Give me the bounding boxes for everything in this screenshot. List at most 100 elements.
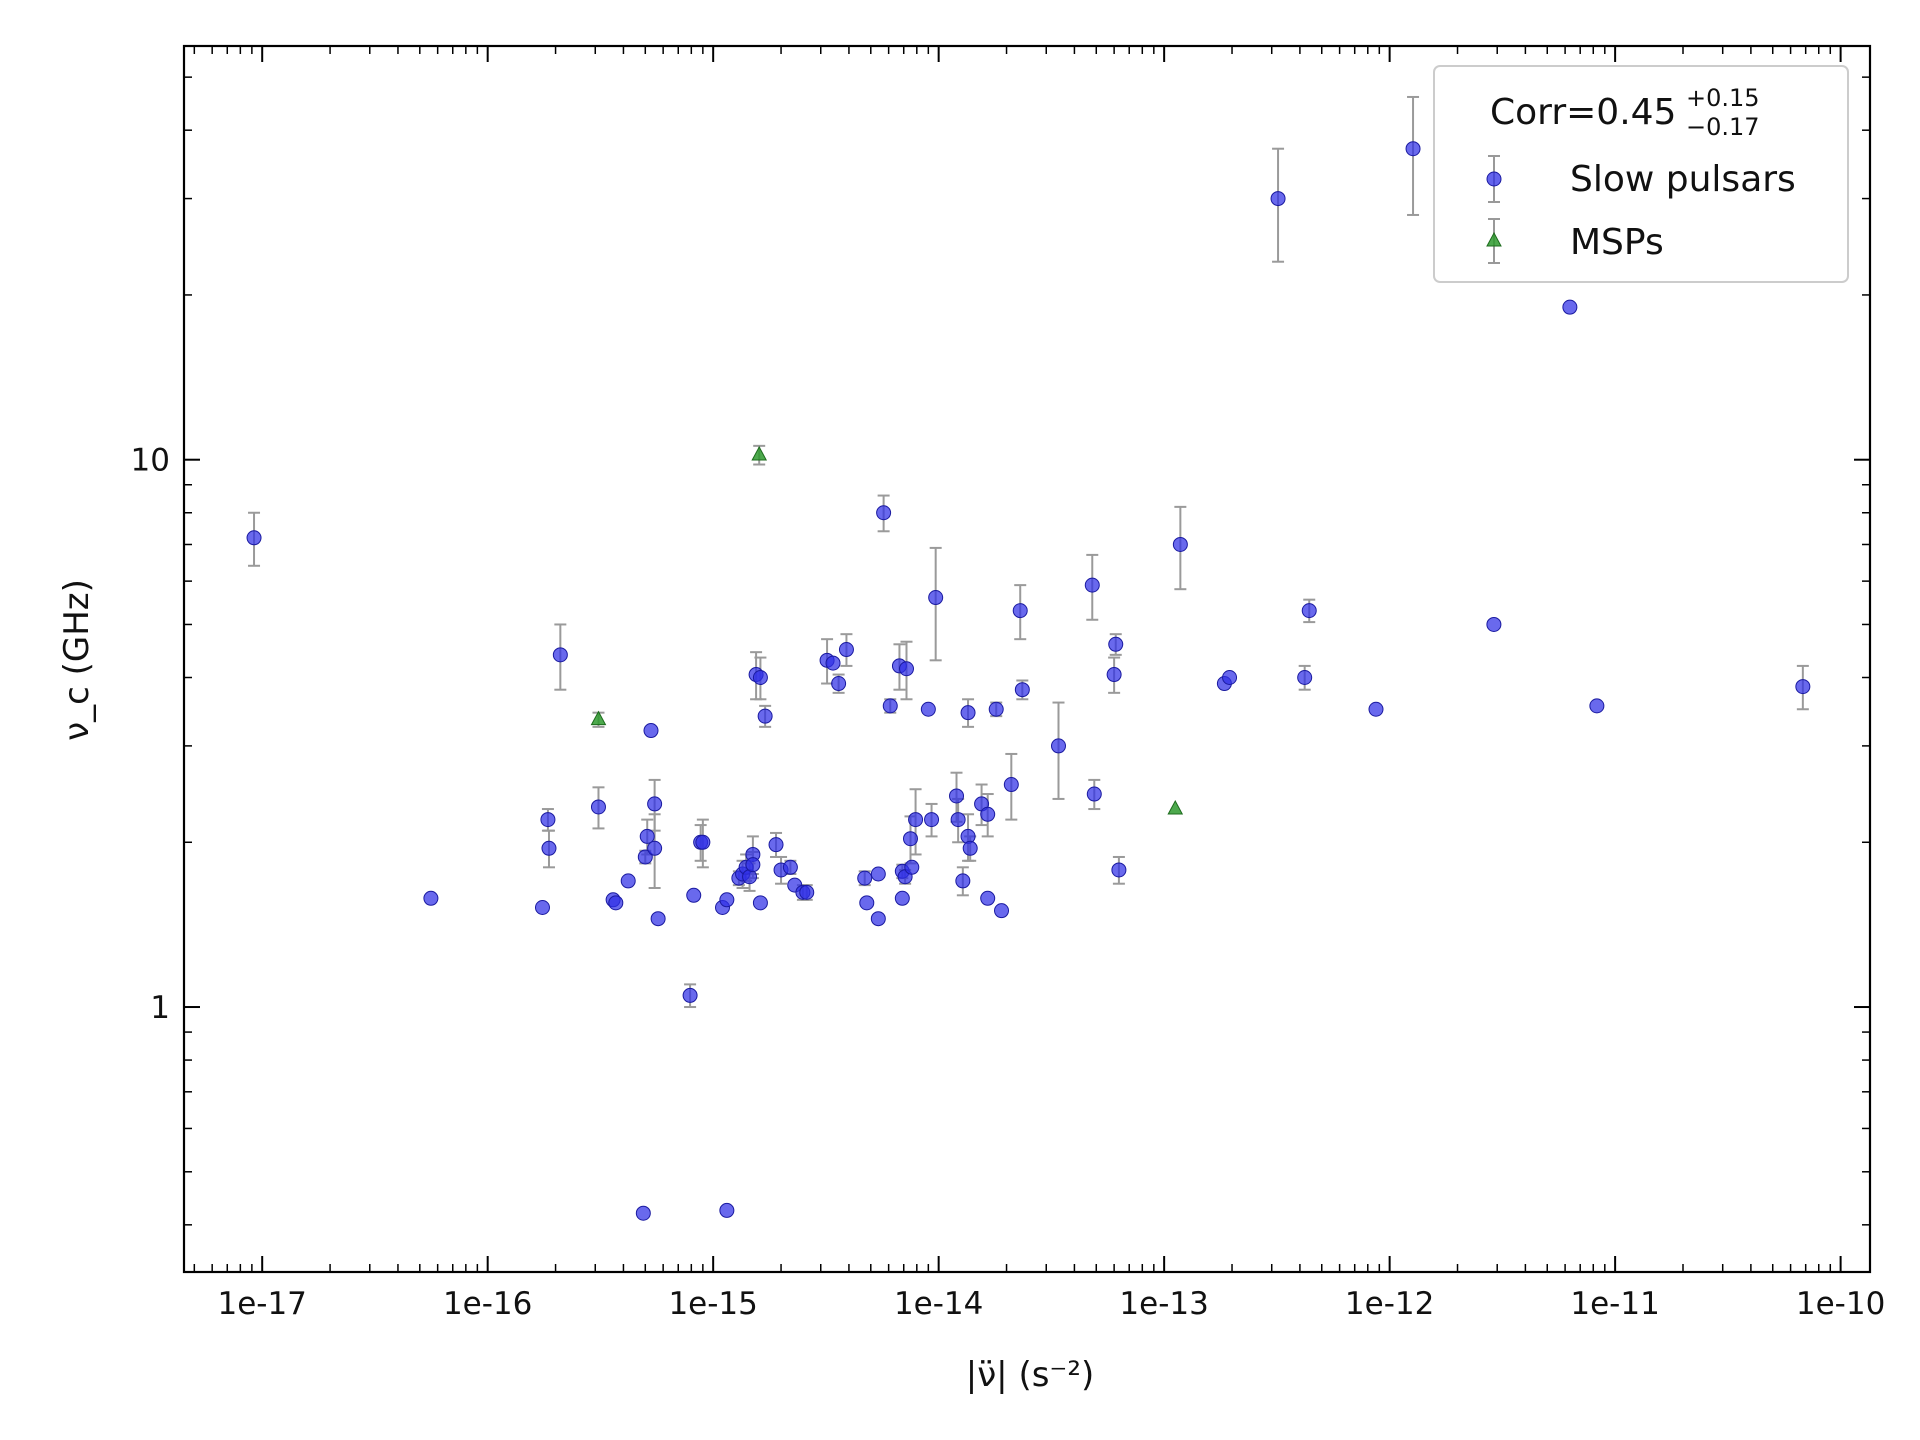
data-point-slow-pulsars xyxy=(552,647,568,663)
data-point-slow-pulsars xyxy=(920,701,936,717)
data-point-slow-pulsars xyxy=(1014,682,1030,698)
data-point-slow-pulsars xyxy=(757,708,773,724)
data-point-slow-pulsars xyxy=(686,887,702,903)
data-point-slow-pulsars xyxy=(647,796,663,812)
x-tick-label: 1e-13 xyxy=(1119,1286,1208,1322)
data-point-slow-pulsars xyxy=(1297,670,1313,686)
x-tick-label: 1e-14 xyxy=(894,1286,983,1322)
data-markers xyxy=(246,141,1811,1221)
data-point-slow-pulsars xyxy=(620,873,636,889)
data-point-slow-pulsars xyxy=(1003,777,1019,793)
data-point-slow-pulsars xyxy=(928,590,944,606)
y-tick-label: 1 xyxy=(150,990,170,1026)
data-point-slow-pulsars xyxy=(876,505,892,521)
data-point-slow-pulsars xyxy=(782,859,798,875)
data-point-msps xyxy=(590,710,607,726)
data-point-slow-pulsars xyxy=(898,661,914,677)
data-point-slow-pulsars xyxy=(423,890,439,906)
data-point-slow-pulsars xyxy=(908,812,924,828)
data-point-slow-pulsars xyxy=(608,895,624,911)
legend-entry-slow-pulsars: Slow pulsars xyxy=(1486,155,1796,203)
data-point-slow-pulsars xyxy=(719,1202,735,1218)
data-point-slow-pulsars xyxy=(682,987,698,1003)
y-tick-labels: 1 10 xyxy=(131,443,170,1026)
data-point-slow-pulsars xyxy=(831,676,847,692)
data-point-slow-pulsars xyxy=(1106,667,1122,683)
legend-marker-triangle xyxy=(1486,231,1502,247)
x-tick-labels: 1e-17 1e-16 1e-15 1e-14 1e-13 1e-12 1e-11 1e-10 xyxy=(217,1286,1885,1322)
data-point-slow-pulsars xyxy=(637,849,653,865)
data-point-slow-pulsars xyxy=(1562,299,1578,315)
data-point-slow-pulsars xyxy=(752,670,768,686)
data-point-slow-pulsars xyxy=(639,828,655,844)
data-point-slow-pulsars xyxy=(1086,786,1102,802)
data-point-slow-pulsars xyxy=(1405,141,1421,157)
data-point-slow-pulsars xyxy=(924,812,940,828)
data-point-slow-pulsars xyxy=(950,812,966,828)
data-point-slow-pulsars xyxy=(994,903,1010,919)
data-point-slow-pulsars xyxy=(768,837,784,853)
data-point-slow-pulsars xyxy=(1301,603,1317,619)
data-point-slow-pulsars xyxy=(870,866,886,882)
data-point-slow-pulsars xyxy=(1084,577,1100,593)
data-point-slow-pulsars xyxy=(949,788,965,804)
x-tick-label: 1e-11 xyxy=(1570,1286,1659,1322)
correlation-annotation: Corr=0.45 xyxy=(1490,92,1676,133)
legend: Corr=0.45 +0.15 −0.17 Slow pulsars MSPs xyxy=(1433,65,1849,283)
data-point-slow-pulsars xyxy=(1270,191,1286,207)
data-point-slow-pulsars xyxy=(1051,738,1067,754)
data-point-slow-pulsars xyxy=(1486,616,1502,632)
data-point-slow-pulsars xyxy=(799,884,815,900)
data-point-slow-pulsars xyxy=(955,873,971,889)
data-point-slow-pulsars xyxy=(894,890,910,906)
data-point-slow-pulsars xyxy=(1172,536,1188,552)
data-point-slow-pulsars xyxy=(1222,670,1238,686)
y-axis-label: ν_c (GHz) xyxy=(57,579,97,741)
data-point-slow-pulsars xyxy=(857,870,873,886)
data-point-msps xyxy=(1167,799,1184,815)
legend-label-msps: MSPs xyxy=(1570,222,1664,263)
correlation-value: Corr=0.45 xyxy=(1490,92,1676,133)
data-point-slow-pulsars xyxy=(540,812,556,828)
major-ticks xyxy=(184,46,1870,1272)
x-tick-label: 1e-17 xyxy=(217,1286,306,1322)
data-point-slow-pulsars xyxy=(534,900,550,916)
data-point-slow-pulsars xyxy=(695,834,711,850)
data-point-slow-pulsars xyxy=(647,840,663,856)
data-point-slow-pulsars xyxy=(962,840,978,856)
data-point-slow-pulsars xyxy=(870,911,886,927)
legend-entry-msps: MSPs xyxy=(1486,218,1664,264)
legend-label-slow-pulsars: Slow pulsars xyxy=(1570,159,1796,200)
data-point-slow-pulsars xyxy=(590,799,606,815)
legend-box xyxy=(1433,65,1849,283)
data-point-slow-pulsars xyxy=(838,642,854,658)
data-point-slow-pulsars xyxy=(635,1205,651,1221)
data-point-slow-pulsars xyxy=(719,892,735,908)
data-point-slow-pulsars xyxy=(1368,701,1384,717)
y-tick-label: 10 xyxy=(131,443,170,479)
data-point-slow-pulsars xyxy=(1108,636,1124,652)
data-point-slow-pulsars xyxy=(980,806,996,822)
data-point-slow-pulsars xyxy=(752,895,768,911)
data-point-slow-pulsars xyxy=(960,705,976,721)
data-point-msps xyxy=(751,445,768,461)
data-point-slow-pulsars xyxy=(1795,679,1811,695)
x-tick-label: 1e-16 xyxy=(443,1286,532,1322)
data-point-slow-pulsars xyxy=(541,840,557,856)
minor-ticks xyxy=(184,46,1870,1272)
correlation-upper-error: +0.15 xyxy=(1686,84,1760,112)
data-point-slow-pulsars xyxy=(1111,862,1127,878)
data-point-slow-pulsars xyxy=(1012,603,1028,619)
data-point-slow-pulsars xyxy=(650,911,666,927)
x-tick-label: 1e-10 xyxy=(1796,1286,1885,1322)
data-point-slow-pulsars xyxy=(825,655,841,671)
plot-frame xyxy=(182,44,1872,1274)
data-point-slow-pulsars xyxy=(904,859,920,875)
data-point-slow-pulsars xyxy=(859,895,875,911)
data-point-slow-pulsars xyxy=(980,890,996,906)
x-tick-label: 1e-15 xyxy=(668,1286,757,1322)
data-point-slow-pulsars xyxy=(246,530,262,546)
data-point-slow-pulsars xyxy=(988,701,1004,717)
data-point-slow-pulsars xyxy=(1589,698,1605,714)
